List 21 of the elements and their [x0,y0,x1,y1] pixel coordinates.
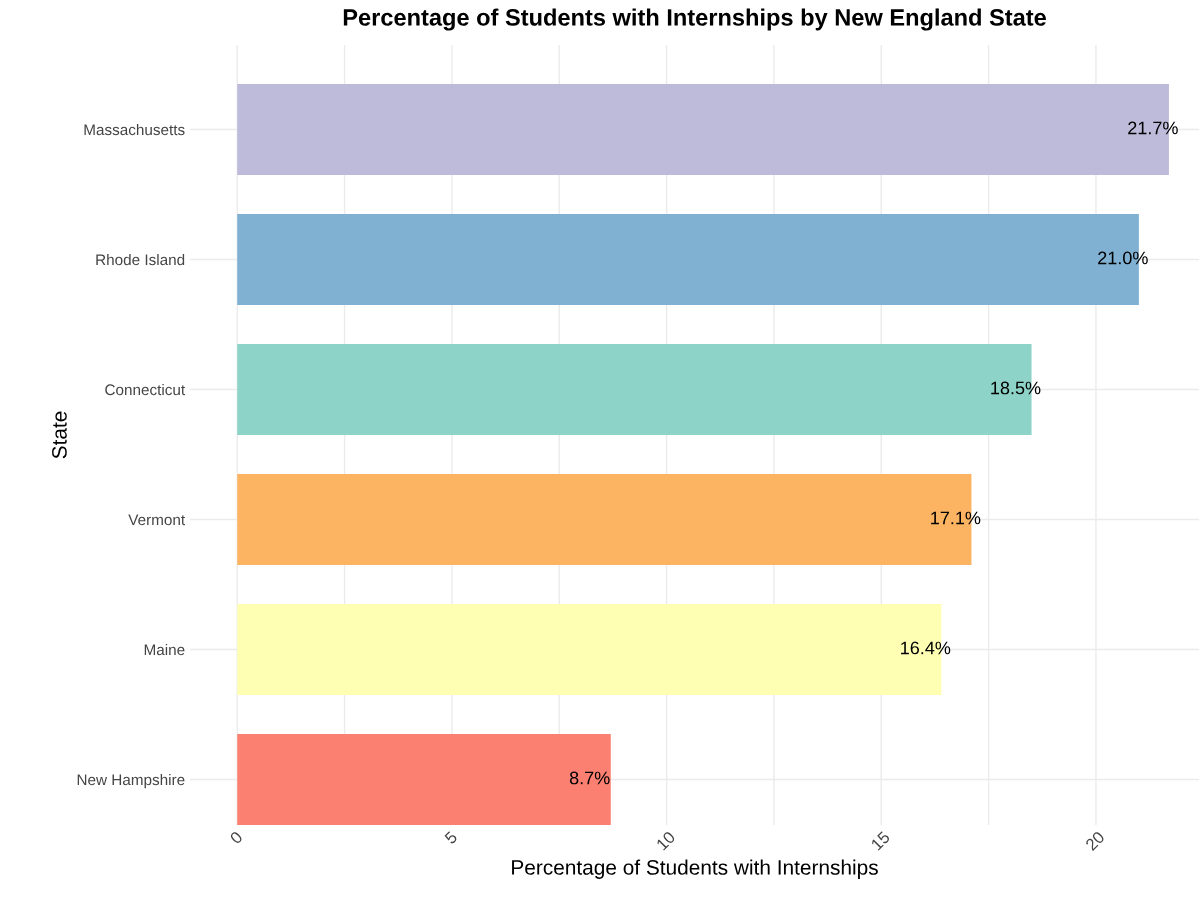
chart-title: Percentage of Students with Internships by New England State [343,8,1046,31]
x-tick-label: 15 [870,830,891,851]
data-label: 21.7% [1128,121,1178,135]
data-label: 17.1% [931,511,981,525]
data-label: 21.0% [1098,251,1148,265]
y-axis-title: State [52,411,67,459]
y-tick-label: Massachusetts [84,123,185,136]
x-tick-label: 20 [1084,830,1106,852]
x-tick-label: 0 [229,830,244,845]
bar [237,734,611,825]
y-tick-label: New Hampshire [77,773,185,789]
data-label: 8.7% [569,771,610,785]
data-label: 18.5% [991,381,1041,395]
y-tick-label: Maine [144,643,185,656]
x-tick-label: 10 [655,830,676,851]
x-tick-label: 5 [444,830,458,845]
y-tick-label: Rhode Island [96,253,185,266]
x-axis-title: Percentage of Students with Internships [512,859,878,879]
y-tick-label: Vermont [128,514,186,526]
data-label: 16.4% [901,641,951,655]
y-tick-label: Connecticut [105,383,186,396]
